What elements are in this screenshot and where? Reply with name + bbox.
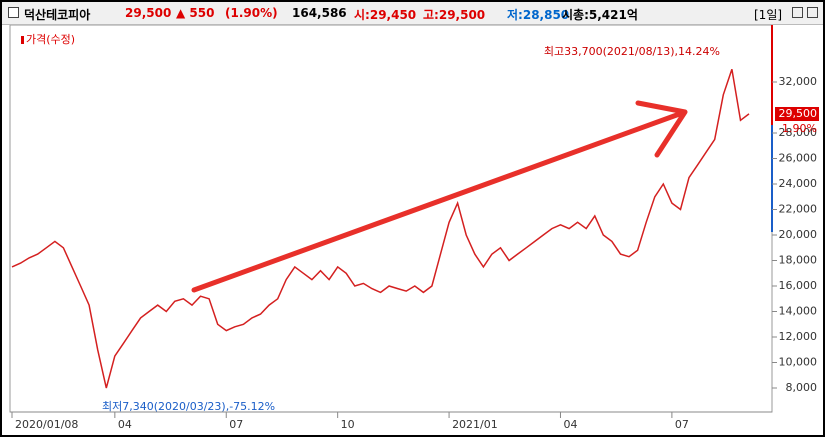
change-pct: (1.90%) [225,6,278,20]
y-tick-label: 22,000 [779,203,818,216]
price-line [11,69,750,389]
change: ▲ 550 [176,6,215,20]
low: 저:28,850 [507,8,570,22]
chart: 가격(수정) 8,000 10,000 12,000 14,000 16,000 18,0… [9,25,819,431]
y-tick-label: 14,000 [779,305,818,318]
x-tick-label: 04 [563,418,577,431]
legend-swatch [21,36,24,44]
high: 고:29,500 [423,8,486,22]
x-tick-label: 07 [229,418,243,431]
y-tick-label: 8,000 [786,381,818,394]
y-tick-label: 10,000 [779,356,818,369]
x-tick-label: 2021/01 [452,418,498,431]
y-tick-label: 20,000 [779,228,818,241]
last-price-box [775,107,819,121]
annotation-high: 최고33,700(2021/08/13),14.24% [544,45,720,58]
y-tick-label: 18,000 [779,254,818,267]
maximize-button[interactable] [792,7,803,18]
arrow [191,100,688,293]
last-price: 29,500 [779,107,818,120]
y-tick-label: 24,000 [779,177,818,190]
checkbox[interactable] [8,7,19,18]
y-tick-label: 12,000 [779,330,818,343]
header: 덕산테코피아 29,500 ▲ 550 (1.90%) 164,586 시:29… [2,2,823,25]
last-change: 1.90% [782,122,817,135]
y-tick-label: 16,000 [779,279,818,292]
volume: 164,586 [292,6,347,20]
y-tick-label: 26,000 [779,152,818,165]
price: 29,500 [125,6,172,20]
stock-name: 덕산테코피아 [24,8,91,22]
y-tick-label: 32,000 [779,75,818,88]
y-tick-label: 28,000 [779,126,818,139]
legend-label: 가격(수정) [26,33,75,46]
open: 시:29,450 [354,8,417,22]
market-cap: 시총:5,421억 [562,8,638,22]
close-button[interactable] [807,7,818,18]
x-tick-label: 07 [675,418,689,431]
period[interactable]: [1일] [754,8,783,22]
x-tick-label: 10 [341,418,355,431]
annotation-low: 최저7,340(2020/03/23),-75.12% [102,400,275,413]
x-tick-label: 2020/01/08 [15,418,78,431]
x-tick-label: 04 [118,418,132,431]
